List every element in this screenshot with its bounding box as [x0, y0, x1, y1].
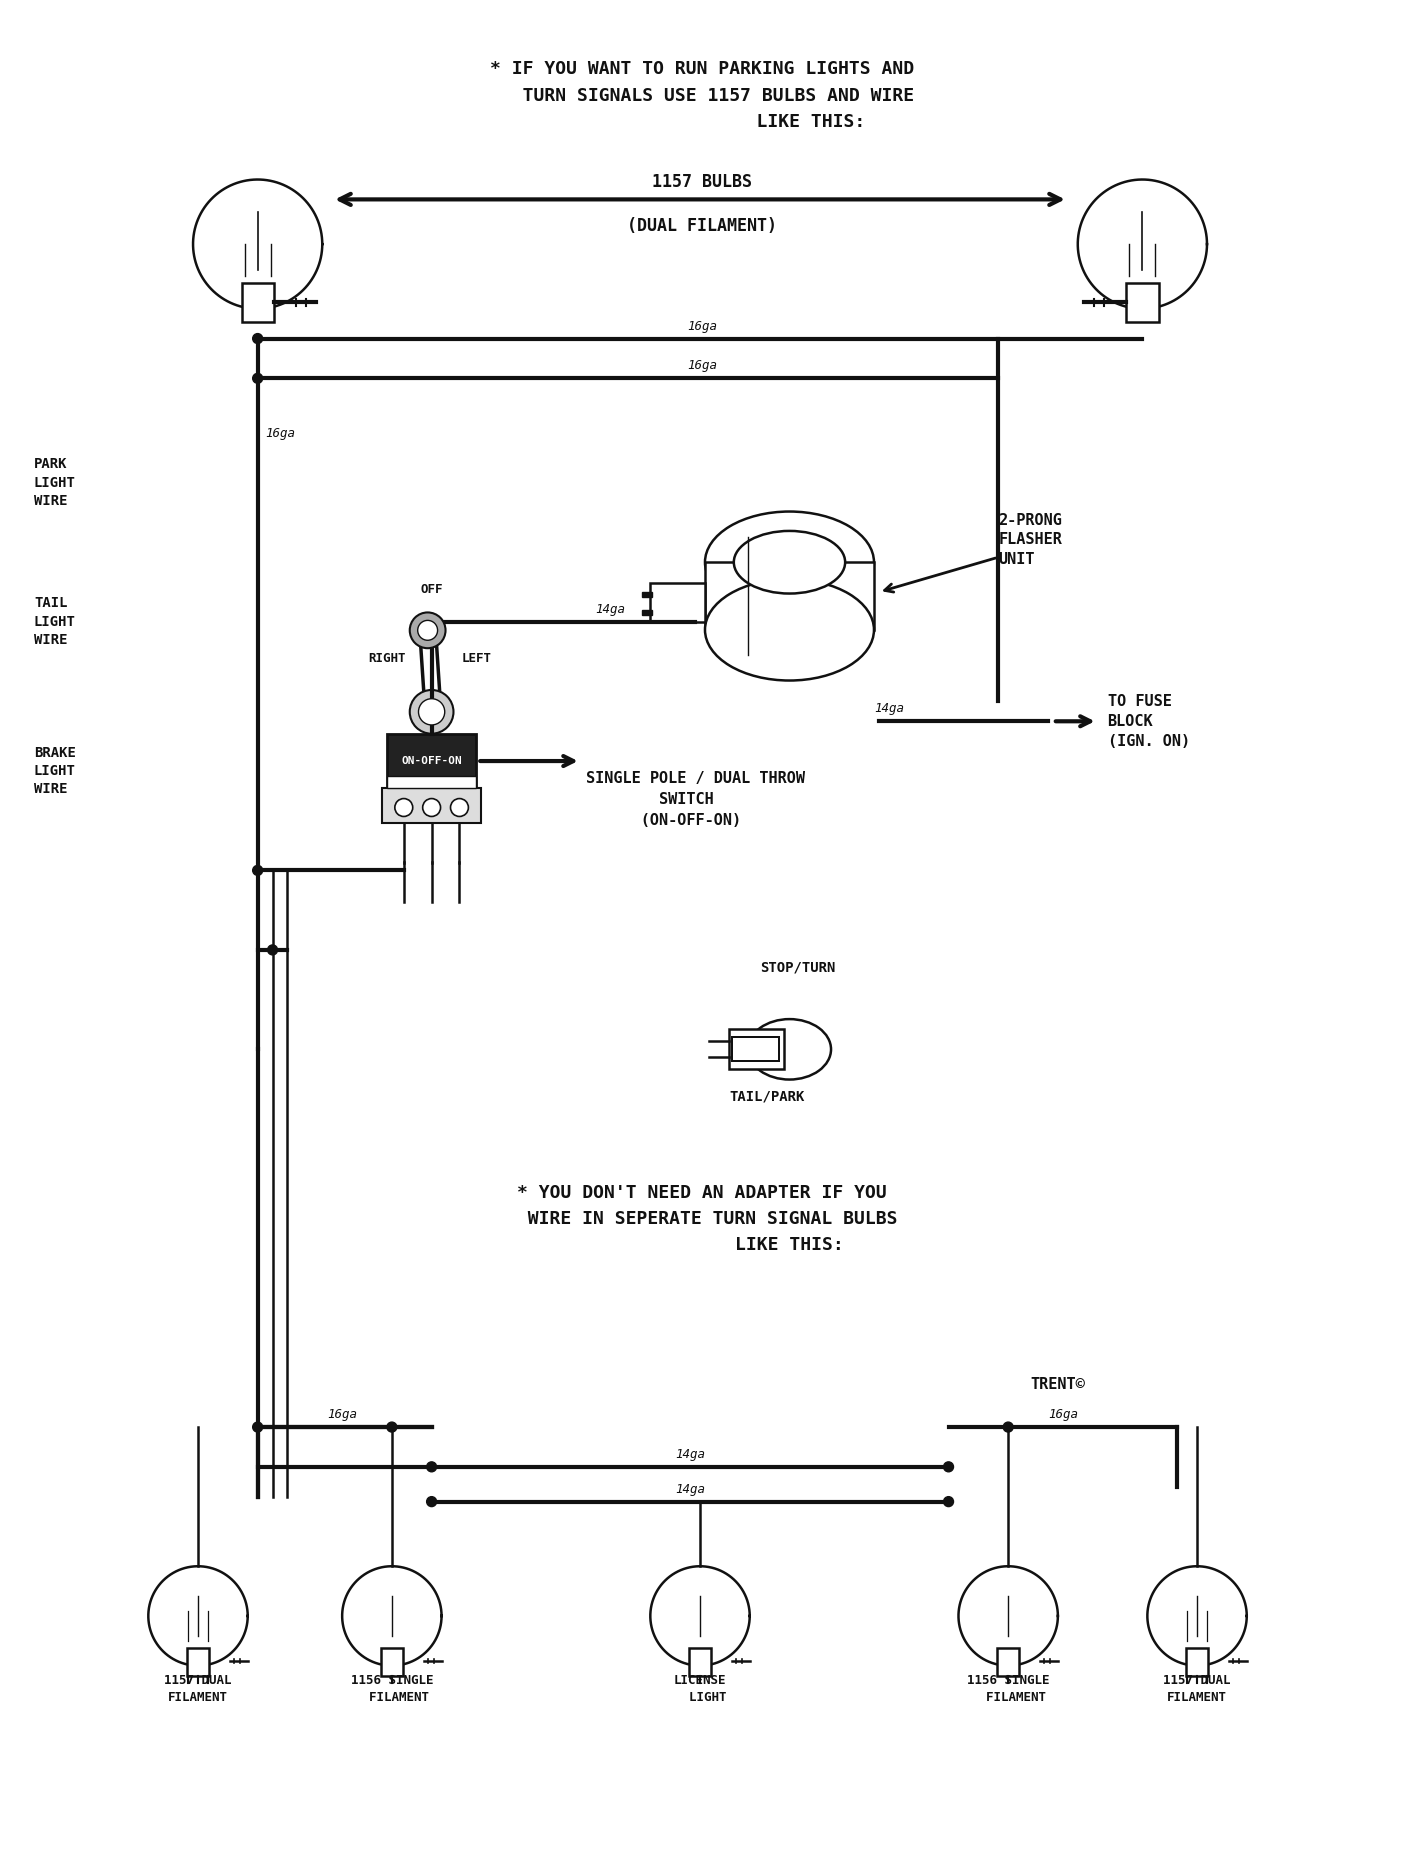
Text: 16ga: 16ga	[687, 320, 717, 333]
Text: 16ga: 16ga	[327, 1408, 357, 1421]
Bar	[705, 562, 874, 629]
Text: STOP/TURN: STOP/TURN	[760, 960, 835, 975]
Text: (DUAL FILAMENT): (DUAL FILAMENT)	[627, 217, 777, 236]
Text: SINGLE POLE / DUAL THROW
        SWITCH
      (ON-OFF-ON): SINGLE POLE / DUAL THROW SWITCH (ON-OFF-…	[586, 771, 805, 827]
Bar	[642, 610, 652, 616]
Polygon shape	[651, 1567, 750, 1666]
Text: * YOU DON'T NEED AN ADAPTER IF YOU
  WIRE IN SEPERATE TURN SIGNAL BULBS
        : * YOU DON'T NEED AN ADAPTER IF YOU WIRE …	[506, 1183, 898, 1254]
Bar	[998, 1647, 1020, 1675]
Text: RIGHT: RIGHT	[368, 651, 406, 665]
Text: 16ga: 16ga	[266, 427, 295, 440]
Bar	[187, 1647, 209, 1675]
Bar	[729, 1030, 784, 1069]
Text: 16ga: 16ga	[687, 359, 717, 373]
Polygon shape	[192, 180, 322, 309]
Text: 14ga: 14ga	[874, 702, 903, 715]
Bar	[382, 788, 481, 824]
Circle shape	[427, 1462, 437, 1471]
Text: LEFT: LEFT	[461, 651, 492, 665]
Circle shape	[451, 799, 468, 816]
Bar	[1186, 1647, 1208, 1675]
Ellipse shape	[733, 532, 846, 593]
Text: 1157 BULBS: 1157 BULBS	[652, 174, 752, 191]
Bar	[688, 1647, 711, 1675]
Circle shape	[253, 333, 263, 344]
Text: BRAKE
LIGHT
WIRE: BRAKE LIGHT WIRE	[34, 745, 76, 796]
Circle shape	[410, 691, 454, 734]
Bar	[732, 1037, 778, 1061]
Circle shape	[417, 620, 437, 640]
Circle shape	[944, 1462, 954, 1471]
Circle shape	[253, 865, 263, 876]
Circle shape	[944, 1496, 954, 1507]
Text: OFF: OFF	[420, 582, 443, 595]
Text: 14ga: 14ga	[596, 603, 625, 616]
Bar	[386, 777, 476, 788]
Text: PARK
LIGHT
WIRE: PARK LIGHT WIRE	[34, 457, 76, 507]
Text: 16ga: 16ga	[1048, 1408, 1078, 1421]
Circle shape	[386, 1423, 396, 1432]
Circle shape	[253, 373, 263, 384]
Bar	[642, 592, 652, 597]
Bar	[386, 734, 476, 788]
Text: ON-OFF-ON: ON-OFF-ON	[402, 756, 462, 766]
Text: 1157 DUAL
FILAMENT: 1157 DUAL FILAMENT	[1163, 1674, 1231, 1704]
Circle shape	[423, 799, 441, 816]
Circle shape	[427, 1496, 437, 1507]
Ellipse shape	[705, 511, 874, 612]
Bar	[1127, 283, 1159, 322]
Circle shape	[1003, 1423, 1013, 1432]
Polygon shape	[958, 1567, 1058, 1666]
Text: TAIL/PARK: TAIL/PARK	[729, 1090, 805, 1103]
Bar	[381, 1647, 403, 1675]
Text: 1157 DUAL
FILAMENT: 1157 DUAL FILAMENT	[164, 1674, 232, 1704]
Polygon shape	[1078, 180, 1207, 309]
Circle shape	[419, 698, 445, 724]
Text: LICENSE
  LIGHT: LICENSE LIGHT	[674, 1674, 726, 1704]
Bar	[651, 582, 705, 622]
Ellipse shape	[747, 1018, 830, 1080]
Text: 14ga: 14ga	[674, 1447, 705, 1460]
Circle shape	[410, 612, 445, 648]
Polygon shape	[149, 1567, 247, 1666]
Text: 1156 SINGLE
  FILAMENT: 1156 SINGLE FILAMENT	[351, 1674, 433, 1704]
Polygon shape	[1148, 1567, 1246, 1666]
Text: * IF YOU WANT TO RUN PARKING LIGHTS AND
   TURN SIGNALS USE 1157 BULBS AND WIRE
: * IF YOU WANT TO RUN PARKING LIGHTS AND …	[490, 60, 915, 131]
Text: TO FUSE
BLOCK
(IGN. ON): TO FUSE BLOCK (IGN. ON)	[1107, 695, 1190, 749]
Text: TRENT©: TRENT©	[1030, 1378, 1085, 1393]
Circle shape	[267, 945, 278, 955]
Text: 1156 SINGLE
  FILAMENT: 1156 SINGLE FILAMENT	[967, 1674, 1050, 1704]
Circle shape	[253, 1423, 263, 1432]
Circle shape	[395, 799, 413, 816]
Ellipse shape	[705, 578, 874, 681]
Text: 14ga: 14ga	[674, 1483, 705, 1496]
Polygon shape	[343, 1567, 441, 1666]
Text: TAIL
LIGHT
WIRE: TAIL LIGHT WIRE	[34, 597, 76, 648]
Text: 2-PRONG
FLASHER
UNIT: 2-PRONG FLASHER UNIT	[998, 513, 1062, 567]
Bar	[242, 283, 274, 322]
